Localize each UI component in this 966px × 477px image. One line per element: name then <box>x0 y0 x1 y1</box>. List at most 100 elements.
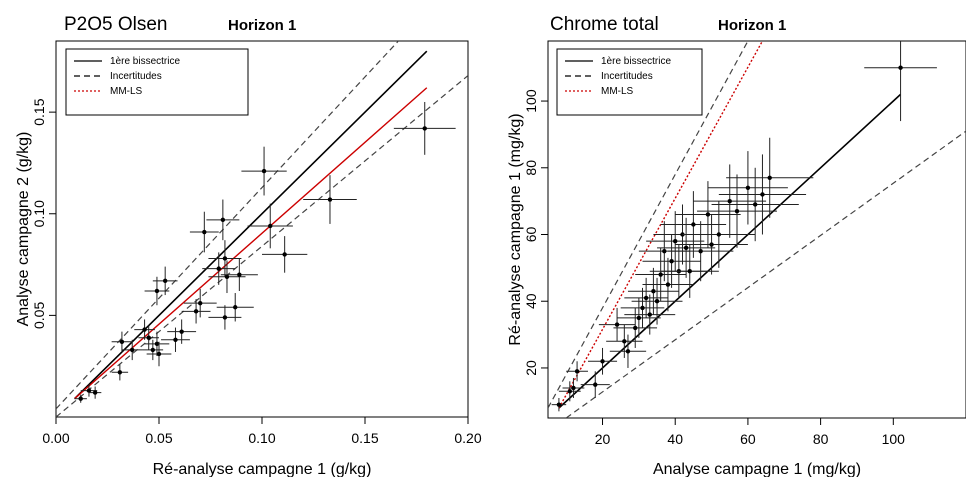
point-marker <box>261 168 267 174</box>
data-point <box>144 331 170 357</box>
point-marker <box>709 242 714 247</box>
point-marker <box>233 305 238 310</box>
data-point <box>551 397 567 412</box>
legend: 1ère bissectrice Incertitudes MM-LS <box>65 48 249 116</box>
data-point <box>609 334 647 368</box>
point-marker <box>86 388 92 393</box>
data-point <box>142 339 164 361</box>
data-point <box>624 277 668 318</box>
chart-panel-1: 0.00 0.05 0.10 0.15 0.20 0.05 0.10 0.15 P2O5 Ols… <box>15 14 482 477</box>
data-point <box>864 41 937 122</box>
chart-subtitle: Horizon 1 <box>718 17 786 34</box>
point-marker <box>691 222 696 227</box>
data-point <box>642 234 701 288</box>
chart-subtitle: Horizon 1 <box>228 17 296 34</box>
point-marker <box>662 248 667 254</box>
point-marker <box>698 248 703 254</box>
point-marker <box>767 175 772 180</box>
legend-box <box>65 48 249 116</box>
legend-label: 1ère bissectrice <box>601 56 671 67</box>
data-point <box>247 203 293 249</box>
x-tick-label: 20 <box>595 431 611 447</box>
legend-label: MM-LS <box>601 86 634 97</box>
data-point <box>697 174 777 248</box>
y-axis-label: Ré-analyse campagne 1 (mg/kg) <box>507 113 524 345</box>
point-marker <box>237 272 242 277</box>
y-axis-label: Analyse campagne 2 (g/kg) <box>15 132 32 327</box>
x-tick-label: 0.20 <box>454 430 481 446</box>
y-tick-label: 40 <box>523 293 539 309</box>
legend-box <box>556 48 703 116</box>
point-marker <box>654 299 660 304</box>
point-marker <box>752 202 758 207</box>
point-marker <box>282 252 287 257</box>
y-tick-label: 0.05 <box>31 302 47 329</box>
point-marker <box>162 278 168 284</box>
data-point <box>220 258 258 291</box>
data-point <box>624 294 676 335</box>
point-marker <box>156 351 162 357</box>
x-tick-label: 0.05 <box>145 430 172 446</box>
legend-label: Incertitudes <box>110 71 162 82</box>
legend-label: 1ère bissectrice <box>110 56 180 67</box>
point-marker <box>636 315 642 321</box>
point-marker <box>571 385 576 391</box>
point-marker <box>220 217 226 223</box>
point-marker <box>567 389 573 394</box>
data-point <box>202 252 236 285</box>
point-marker <box>222 315 228 320</box>
x-tick-label: 80 <box>813 431 829 447</box>
point-marker <box>673 238 678 244</box>
data-point <box>675 181 741 248</box>
data-point <box>635 247 687 302</box>
data-point <box>617 297 661 338</box>
plot-area <box>548 41 966 418</box>
data-point <box>631 277 683 325</box>
x-axis-label: Ré-analyse campagne 1 (g/kg) <box>153 461 372 477</box>
data-point <box>152 266 178 296</box>
point-marker <box>150 347 156 353</box>
data-point <box>146 341 172 367</box>
point-marker <box>268 223 273 229</box>
x-tick-label: 0.10 <box>248 430 275 446</box>
data-point <box>693 164 767 238</box>
data-point <box>620 287 665 328</box>
lower-uncertainty-line <box>565 130 966 418</box>
data-point <box>208 240 242 277</box>
data-point <box>642 257 694 312</box>
data-point <box>303 175 357 224</box>
data-point <box>183 288 217 318</box>
point-marker <box>593 382 598 387</box>
point-marker <box>222 256 228 261</box>
y-tick-label: 80 <box>523 160 539 176</box>
point-marker <box>198 300 203 306</box>
point-marker <box>556 402 562 407</box>
point-marker <box>179 329 184 334</box>
point-marker <box>193 309 199 314</box>
x-tick-label: 100 <box>882 431 906 447</box>
data-point <box>208 305 242 330</box>
data-point <box>657 217 716 278</box>
data-point <box>216 293 254 322</box>
data-point <box>660 191 727 258</box>
point-marker <box>614 322 620 327</box>
chart-title: Chrome total <box>550 14 659 35</box>
point-marker <box>745 185 751 190</box>
point-marker <box>683 245 689 251</box>
legend-label: Incertitudes <box>601 71 653 82</box>
point-marker <box>643 295 649 301</box>
data-point <box>111 364 129 381</box>
data-point <box>598 307 636 342</box>
point-marker <box>154 288 160 294</box>
data-point <box>558 381 581 402</box>
data-point <box>660 244 719 298</box>
point-marker <box>716 232 722 237</box>
point-marker <box>625 349 631 354</box>
point-marker <box>327 197 333 202</box>
data-point <box>121 339 143 361</box>
mm-ls-line <box>558 41 764 409</box>
point-marker <box>622 339 627 344</box>
point-marker <box>142 327 147 332</box>
point-marker <box>665 282 671 287</box>
data-point <box>718 154 807 235</box>
